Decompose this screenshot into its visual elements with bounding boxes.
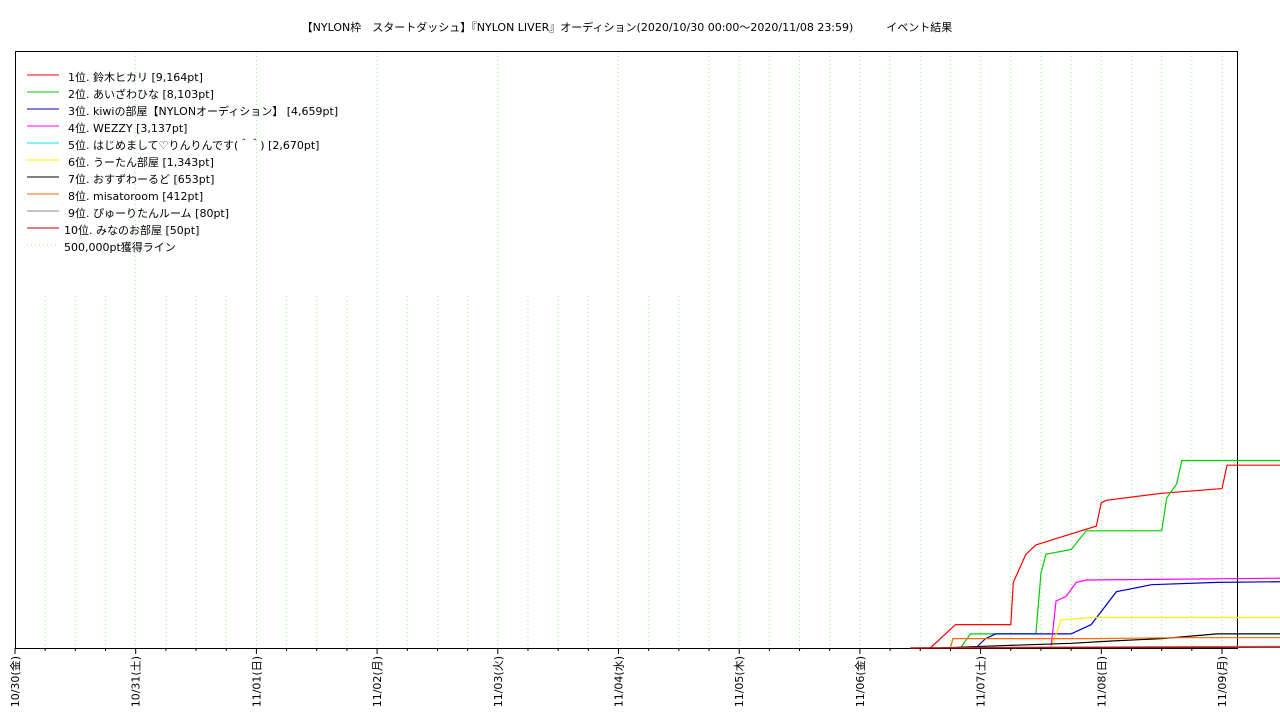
series-line-8: [949, 637, 1280, 649]
x-axis: 10/30(金) 10/31(土) 11/01(日) 11/02(月) 11/03(火)…: [8, 648, 1229, 707]
legend-label: 6位. うーたん部屋 [1,343pt]: [68, 155, 214, 169]
legend-label: 500,000pt獲得ライン: [64, 241, 176, 254]
plot-frame: [15, 51, 1238, 649]
legend-label: 1位. 鈴木ヒカリ [9,164pt]: [68, 70, 203, 84]
legend-label: 5位. はじめまして♡りんりんです(＾＾) [2,670pt]: [68, 137, 319, 152]
x-tick-label: 11/04(水): [613, 656, 626, 707]
series-line-1: [929, 464, 1280, 649]
x-tick-label: 11/06(金): [853, 656, 867, 707]
x-tick-label: 11/01(日): [250, 656, 263, 707]
x-tick-label: 11/02(月): [371, 656, 384, 707]
series-lines: [910, 459, 1280, 649]
x-tick-label: 11/09(月): [1216, 656, 1229, 707]
x-tick-label: 11/07(土): [975, 656, 988, 707]
series-line-2: [960, 459, 1280, 649]
x-tick-label: 11/03(火): [492, 656, 505, 707]
legend-label: 8位. misatoroom [412pt]: [68, 189, 203, 203]
legend-label: 2位. あいざわひな [8,103pt]: [68, 87, 214, 101]
series-line-7: [940, 633, 1280, 649]
x-tick-label: 11/05(木): [733, 656, 746, 707]
series-line-3: [975, 581, 1280, 649]
chart-title: 【NYLON枠 スタートダッシュ】『NYLON LIVER』オーディション(20…: [301, 21, 953, 34]
series-line-6: [1050, 616, 1280, 649]
legend-label: 4位. WEZZY [3,137pt]: [68, 121, 187, 135]
grid-lines: [44, 52, 1223, 648]
x-tick-label: 10/31(土): [130, 656, 143, 707]
legend-label: 10位. みなのお部屋 [50pt]: [64, 223, 199, 237]
legend-label: 9位. ぴゅーりたんルーム [80pt]: [68, 206, 229, 220]
x-tick-label: 10/30(金): [8, 656, 22, 707]
series-line-10: [910, 646, 1280, 649]
series-line-4: [1050, 577, 1280, 649]
legend-label: 7位. おすずわーるど [653pt]: [68, 172, 214, 186]
x-tick-label: 11/08(日): [1095, 656, 1108, 707]
legend-label: 3位. kiwiの部屋【NYLONオーディション】 [4,659pt]: [68, 104, 338, 118]
legend: 1位. 鈴木ヒカリ [9,164pt] 2位. あいざわひな [8,103pt] 3…: [27, 70, 338, 254]
